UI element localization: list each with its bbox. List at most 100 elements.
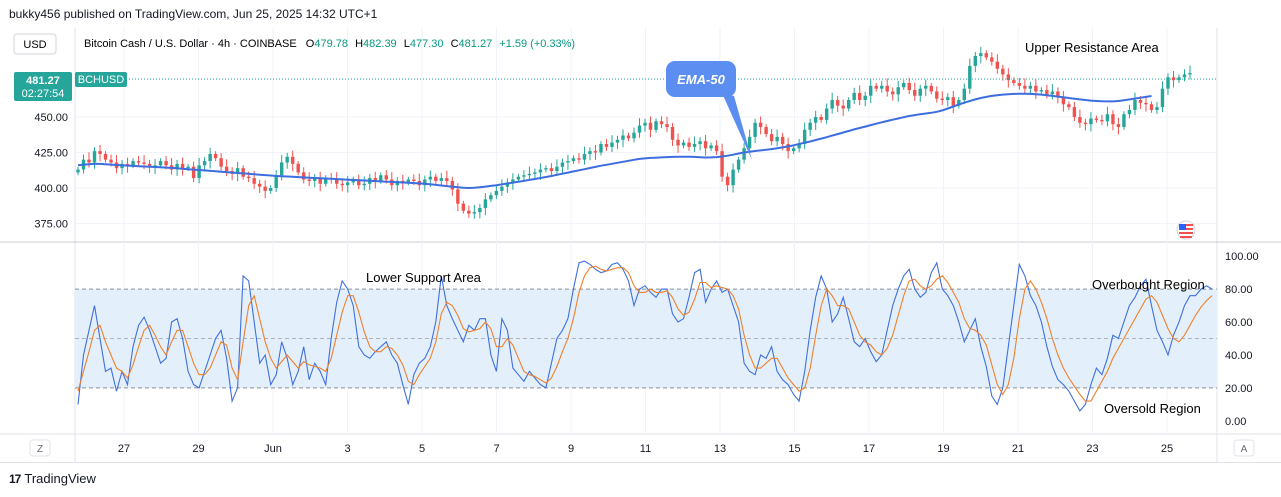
candle-body <box>681 142 686 146</box>
candle-body <box>1111 114 1115 125</box>
candle-body <box>103 153 108 160</box>
candle-body <box>296 163 300 173</box>
zoom-button[interactable] <box>29 439 51 457</box>
candle-body <box>984 53 989 58</box>
candle-body <box>489 195 493 200</box>
candle-body <box>1188 73 1192 75</box>
zoom-button-label: Z <box>37 444 43 455</box>
candle-body <box>1089 118 1093 125</box>
candle-body <box>1182 74 1187 78</box>
candle-body <box>136 161 141 163</box>
candle-body <box>665 124 669 127</box>
candle-body <box>533 172 537 174</box>
candle-body <box>979 53 983 56</box>
candle-body <box>1034 85 1038 92</box>
candle-body <box>588 151 592 154</box>
candle-body <box>246 176 251 179</box>
candle-body <box>1078 117 1082 123</box>
upper-resistance-label: Upper Resistance Area <box>1025 40 1159 55</box>
time-tick-label: 19 <box>937 443 949 455</box>
candle-body <box>709 145 713 149</box>
candle-body <box>582 153 587 160</box>
candle-body <box>599 144 603 153</box>
candle-body <box>186 166 190 169</box>
chart-area[interactable]: 375.00 400.00 425.00 450.00 0.00 20.00 40.00 6… <box>0 28 1281 462</box>
candle-body <box>918 88 922 96</box>
candle-body <box>841 105 845 109</box>
candle-body <box>973 55 978 66</box>
tradingview-brand: TradingView <box>24 471 96 486</box>
auto-scale-button-label: A <box>1241 444 1248 455</box>
candle-body <box>780 136 785 145</box>
candle-body <box>670 126 675 140</box>
candle-body <box>208 153 212 162</box>
candle-body <box>857 92 862 100</box>
candle-body <box>549 168 554 171</box>
candle-body <box>450 180 455 190</box>
candle-body <box>758 122 763 127</box>
candle-body <box>202 161 207 166</box>
us-flag-icon[interactable] <box>1176 220 1196 240</box>
currency-button[interactable] <box>13 33 57 55</box>
candle-body <box>725 176 730 186</box>
candle-body <box>791 148 796 152</box>
candle-body <box>412 179 416 181</box>
candle-body <box>1105 114 1110 122</box>
candle-body <box>659 121 664 125</box>
legend-high-label: H <box>355 38 363 50</box>
candle-body <box>764 126 768 135</box>
candle-body <box>175 163 179 170</box>
candle-body <box>632 132 636 139</box>
candle-body <box>434 176 438 181</box>
time-tick-label: 11 <box>640 443 651 455</box>
candle-body <box>621 135 625 140</box>
time-tick-label: 5 <box>419 443 425 455</box>
candle-body <box>555 166 559 171</box>
candle-body <box>324 178 328 184</box>
candle-body <box>1100 119 1104 122</box>
candle-body <box>852 92 856 100</box>
candle-body <box>158 161 163 166</box>
candle-body <box>560 162 565 167</box>
oscillator-tick-label: 60.00 <box>1225 317 1253 329</box>
candle-body <box>643 122 647 126</box>
footer: 17 TradingView <box>0 462 1281 497</box>
candle-body <box>896 87 900 95</box>
candle-body <box>285 156 289 163</box>
candle-body <box>742 148 746 160</box>
candle-body <box>940 98 944 100</box>
candle-body <box>1133 100 1137 110</box>
time-tick-label: 7 <box>493 443 499 455</box>
tradingview-logo[interactable]: 17 TradingView <box>9 471 96 486</box>
legend-low-label: L <box>404 38 410 50</box>
candle-body <box>571 158 576 162</box>
price-tag-timer: 02:27:54 <box>22 88 65 100</box>
candle-body <box>891 91 895 95</box>
candle-body <box>478 207 482 213</box>
candle-body <box>990 57 994 62</box>
candle-body <box>1056 91 1060 98</box>
candle-body <box>1160 88 1165 108</box>
candle-body <box>604 144 609 147</box>
candle-body <box>714 145 719 152</box>
legend-symbol: Bitcoin Cash / U.S. Dollar · 4h · COINBA… <box>84 38 297 50</box>
candle-body <box>279 162 284 176</box>
oversold-label: Oversold Region <box>1104 401 1201 416</box>
candle-body <box>654 121 658 130</box>
candle-body <box>736 159 741 170</box>
candle-body <box>626 135 631 139</box>
candle-body <box>1177 77 1181 81</box>
time-tick-label: Jun <box>264 443 282 455</box>
time-tick-label: 23 <box>1086 443 1098 455</box>
candle-body <box>219 158 223 167</box>
candle-body <box>109 159 113 163</box>
candle-body <box>913 90 917 96</box>
candle-body <box>1083 122 1088 125</box>
auto-scale-button[interactable] <box>1233 439 1255 457</box>
candle-body <box>224 166 229 171</box>
stoch-k-line <box>77 260 1213 412</box>
candle-body <box>252 178 256 184</box>
candle-body <box>1039 90 1044 92</box>
time-tick-label: 17 <box>863 443 875 455</box>
legend-close-label: C <box>451 38 459 50</box>
